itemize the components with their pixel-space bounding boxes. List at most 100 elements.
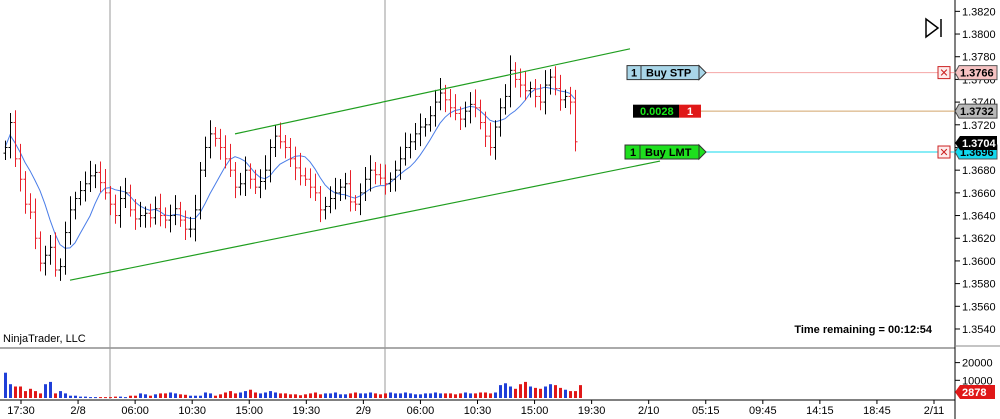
time-tick-label: 2/9 [356, 405, 371, 417]
price-tick-label: 1.3640 [962, 211, 996, 223]
time-tick-label: 2/10 [638, 405, 659, 417]
channel-upper-line[interactable] [234, 48, 631, 135]
volume-bar [89, 397, 92, 399]
volume-bar [464, 392, 467, 398]
volume-bar [339, 394, 342, 398]
volume-bar [384, 393, 387, 398]
buy-limit-cancel-button[interactable]: ✕ [937, 145, 951, 159]
volume-bar [199, 395, 202, 398]
position-label[interactable]: 0.0028 1 [633, 104, 701, 119]
volume-bar [39, 393, 42, 398]
volume-bar [579, 385, 582, 398]
volume-bar [134, 395, 137, 398]
volume-bar [334, 392, 337, 398]
buy-stop-price-tag [954, 65, 998, 81]
volume-bar [324, 393, 327, 398]
price-tick-label: 1.3800 [962, 29, 996, 41]
volume-bar [259, 393, 262, 398]
buy-stop-cancel-button[interactable]: ✕ [937, 66, 951, 80]
volume-tick-label: 20000 [962, 358, 993, 370]
volume-bar [519, 384, 522, 398]
volume-bar [524, 381, 527, 398]
volume-bar [19, 386, 22, 398]
volume-bar [319, 394, 322, 398]
volume-bar [574, 391, 577, 398]
play-icon[interactable] [925, 17, 942, 39]
volume-bar [549, 384, 552, 398]
buy-limit-price: 1.3696 [960, 147, 994, 159]
volume-bar [164, 393, 167, 398]
time-tick-label: 14:15 [806, 405, 834, 417]
close-glyph: ✕ [939, 67, 948, 80]
volume-bar [504, 383, 507, 398]
volume-bar [344, 394, 347, 398]
volume-bar [174, 393, 177, 398]
close-icon[interactable] [937, 66, 951, 80]
time-tick-label: 10:30 [464, 405, 492, 417]
price-tick-label: 1.3600 [962, 256, 996, 268]
channel-lower-line[interactable] [69, 160, 661, 281]
watermark: NinjaTrader, LLC [3, 333, 86, 345]
volume-bar [114, 396, 117, 398]
time-tick-label: 09:45 [749, 405, 777, 417]
volume-bar [69, 395, 72, 398]
volume-bar [289, 394, 292, 398]
time-tick-label: 17:30 [7, 405, 35, 417]
volume-bar [454, 394, 457, 398]
price-tick-label: 1.3540 [962, 324, 996, 336]
volume-bar [124, 397, 127, 399]
buy-stop-price: 1.3766 [960, 68, 994, 80]
time-tick-label: 2/11 [924, 405, 945, 417]
volume-bar [269, 391, 272, 398]
volume-bar [239, 392, 242, 398]
volume-bar [419, 394, 422, 398]
volume-bar [234, 393, 237, 398]
time-tick-label: 15:00 [235, 405, 263, 417]
volume-bar [559, 387, 562, 398]
price-tick-label: 1.3680 [962, 165, 996, 177]
time-axis: 17:30 2/8 06:00 10:30 15:00 19:30 2/9 06:00 10:3… [7, 400, 944, 417]
volume-bar [64, 393, 67, 398]
volume-bar [274, 392, 277, 398]
volume-bar [539, 388, 542, 398]
volume-bar [139, 393, 142, 398]
volume-bar [389, 392, 392, 398]
volume-bar [149, 395, 152, 398]
volume-bar [499, 385, 502, 398]
volume-bar [509, 386, 512, 398]
time-tick-label: 18:45 [863, 405, 891, 417]
close-icon[interactable] [937, 145, 951, 159]
last-price: 1.3704 [962, 138, 997, 150]
volume-bar [364, 393, 367, 398]
buy-limit-arrow [698, 143, 707, 161]
volume-bar [489, 393, 492, 398]
volume-bar [314, 392, 317, 398]
buy-stop-order-label[interactable]: 1 Buy STP [626, 64, 707, 81]
volume-bar [104, 397, 107, 399]
buy-stop-price-marker: 1.3766 [954, 65, 998, 81]
volume-bar [554, 385, 557, 398]
volume-bar [534, 387, 537, 398]
volume-panel [4, 372, 582, 399]
volume-bar [399, 393, 402, 398]
last-price-tag [955, 135, 997, 150]
volume-bar [379, 394, 382, 398]
volume-bar [439, 393, 442, 398]
volume-bar [354, 392, 357, 398]
price-channel[interactable] [69, 48, 661, 281]
volume-bar [204, 392, 207, 398]
volume-bar [154, 394, 157, 398]
volume-bar [569, 391, 572, 398]
volume-bar [14, 386, 17, 398]
volume-bar [434, 392, 437, 398]
pnl-box [633, 104, 679, 118]
volume-bar [444, 393, 447, 398]
volume-bar [484, 392, 487, 398]
volume-bar [209, 393, 212, 398]
buy-limit-order-label[interactable]: 1 Buy LMT [624, 143, 707, 161]
volume-bar [479, 392, 482, 398]
volume-bar [469, 393, 472, 398]
price-axis: 1.38201.38001.37801.37601.37401.37201.37… [955, 6, 996, 336]
